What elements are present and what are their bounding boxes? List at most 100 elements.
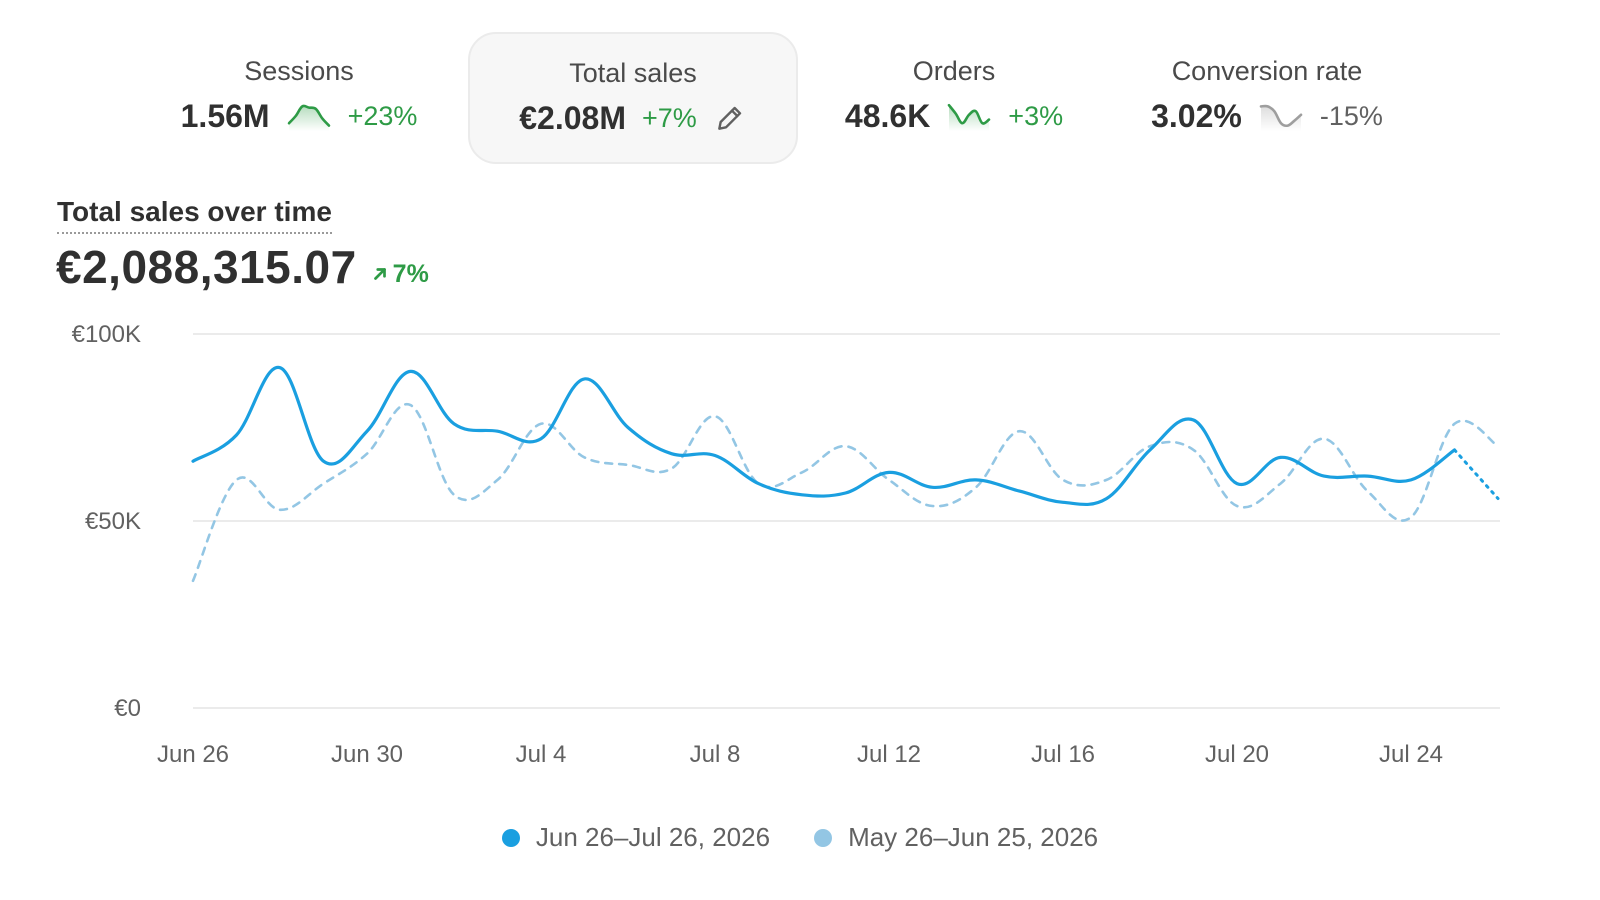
chart-legend: Jun 26–Jul 26, 2026 May 26–Jun 25, 2026 [0,822,1600,853]
data-point-previous[interactable] [494,476,502,484]
x-tick-label: Jul 4 [516,741,567,768]
data-point-current[interactable] [1320,472,1328,480]
data-point-previous[interactable] [711,412,719,420]
metric-total-sales[interactable]: Total sales €2.08M +7% [468,32,798,164]
data-point-previous[interactable] [1320,435,1328,443]
data-point-current[interactable] [407,367,415,375]
data-point-current[interactable] [929,483,937,491]
metric-delta: +3% [1008,100,1064,131]
data-point-previous[interactable] [798,468,806,476]
metric-value: 1.56M [180,97,270,134]
data-point-previous[interactable] [1190,446,1198,454]
data-point-previous[interactable] [189,577,197,585]
data-point-previous[interactable] [276,506,284,514]
chart-title[interactable]: Total sales over time [57,196,332,234]
metric-delta: -15% [1319,100,1383,131]
metric-label: Sessions [244,56,354,86]
metric-delta: +7% [641,102,697,133]
x-tick-label: Jun 26 [157,741,229,768]
data-point-current[interactable] [1364,472,1372,480]
data-point-current[interactable] [1146,446,1154,454]
sparkline-icon [947,103,991,131]
metrics-bar: Sessions 1.56M +23% Total sales €2.08M +… [0,0,1600,180]
data-point-current[interactable] [581,375,589,383]
data-point-current[interactable] [885,468,893,476]
data-point-previous[interactable] [1364,487,1372,495]
legend-dot [501,828,520,847]
data-point-previous[interactable] [624,461,632,469]
data-point-current[interactable] [1233,480,1241,488]
legend-label: May 26–Jun 25, 2026 [848,822,1099,852]
data-point-current[interactable] [798,491,806,499]
data-point-current[interactable] [668,450,676,458]
data-point-previous[interactable] [1233,502,1241,510]
data-point-current[interactable] [842,489,850,497]
legend-item-previous[interactable]: May 26–Jun 25, 2026 [814,822,1098,853]
data-point-current[interactable] [189,457,197,465]
y-tick-label: €0 [114,695,141,722]
data-point-current[interactable] [363,427,371,435]
data-point-current[interactable] [1494,495,1502,503]
data-point-previous[interactable] [320,480,328,488]
metric-orders[interactable]: Orders 48.6K +3% [806,32,1102,164]
sales-line-chart[interactable]: €100K €50K €0 Jun 26 Jun 30 Jul 4 Jul 8 Jul 12 J… [0,310,1600,780]
legend-label: Jun 26–Jul 26, 2026 [535,822,771,852]
data-point-previous[interactable] [1016,427,1024,435]
data-point-previous[interactable] [885,476,893,484]
data-point-previous[interactable] [1407,513,1415,521]
data-point-current[interactable] [972,476,980,484]
data-point-previous[interactable] [1494,442,1502,450]
data-point-current[interactable] [537,435,545,443]
data-point-current[interactable] [1016,487,1024,495]
metric-value: 48.6K [844,97,931,134]
data-point-current[interactable] [1103,495,1111,503]
data-point-previous[interactable] [929,502,937,510]
data-point-previous[interactable] [842,442,850,450]
data-point-previous[interactable] [537,420,545,428]
arrow-up-right-icon [373,268,386,280]
data-point-previous[interactable] [668,465,676,473]
metric-conversion-rate[interactable]: Conversion rate 3.02% -15% [1112,32,1422,164]
legend-item-current[interactable]: Jun 26–Jul 26, 2026 [501,822,771,853]
metric-delta: +23% [347,100,418,131]
data-point-previous[interactable] [1451,420,1459,428]
data-point-previous[interactable] [450,491,458,499]
total-delta-text: 7% [392,259,429,288]
data-point-current[interactable] [494,427,502,435]
data-point-previous[interactable] [972,483,980,491]
data-point-current[interactable] [1059,498,1067,506]
data-point-current[interactable] [1277,453,1285,461]
data-point-current[interactable] [1451,446,1459,454]
data-point-previous[interactable] [363,450,371,458]
data-point-previous[interactable] [233,476,241,484]
edit-metric-button[interactable] [713,101,747,135]
data-point-previous[interactable] [1277,480,1285,488]
metric-value: €2.08M [519,99,626,136]
data-point-previous[interactable] [407,401,415,409]
data-point-current[interactable] [1407,476,1415,484]
sparkline-icon [287,104,330,131]
series-line-current-partial [1453,448,1500,501]
data-point-previous[interactable] [581,453,589,461]
x-tick-label: Jul 20 [1205,741,1269,768]
metric-label: Conversion rate [1171,56,1363,86]
metric-value: 3.02% [1151,97,1242,134]
data-point-current[interactable] [450,420,458,428]
y-tick-label: €50K [85,508,141,535]
data-point-current[interactable] [320,457,328,465]
series-line-previous [191,402,1500,583]
total-sales-delta: 7% [371,260,429,289]
data-point-current[interactable] [624,424,632,432]
data-point-previous[interactable] [1103,476,1111,484]
data-point-current[interactable] [755,480,763,488]
data-point-previous[interactable] [1059,476,1067,484]
data-point-current[interactable] [1190,416,1198,424]
y-tick-label: €100K [72,321,141,348]
data-point-current[interactable] [276,364,284,372]
data-point-current[interactable] [711,452,719,460]
x-tick-label: Jul 24 [1379,741,1443,768]
metric-label: Total sales [569,58,697,88]
metric-sessions[interactable]: Sessions 1.56M +23% [138,32,460,164]
data-point-current[interactable] [233,431,241,439]
x-tick-label: Jul 12 [857,741,921,768]
